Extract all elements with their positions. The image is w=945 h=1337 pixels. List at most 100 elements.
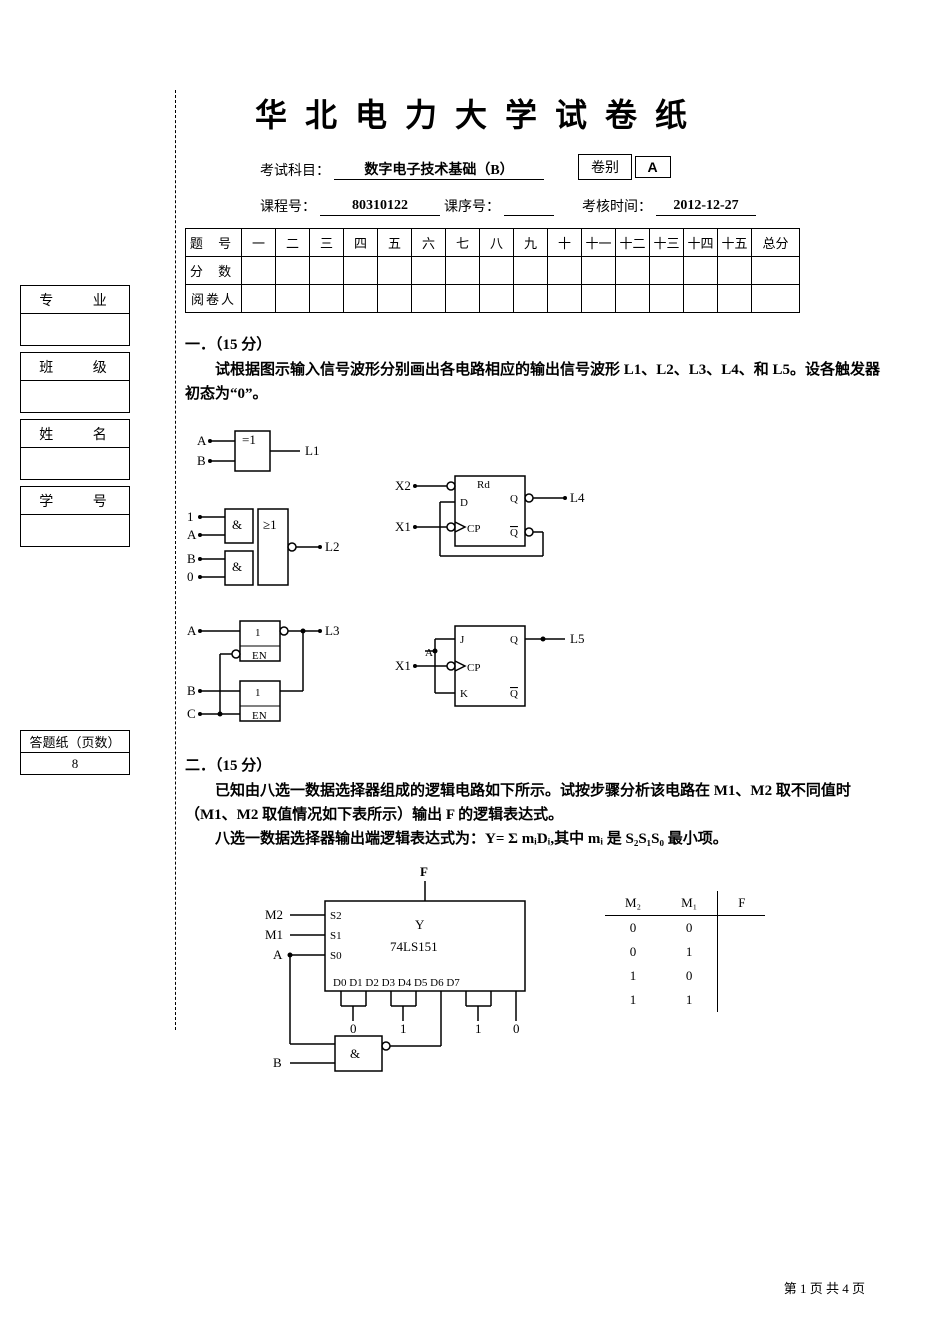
row-header: 题 号: [186, 229, 242, 257]
svg-text:1: 1: [187, 509, 194, 524]
svg-text:L4: L4: [570, 490, 585, 505]
svg-text:1: 1: [255, 687, 261, 699]
q2-diagram: F Y 74LS151 S2 S1 S0 M2 M1 A D0 D1 D2 D3…: [185, 861, 890, 1121]
q2-body2: 八选一数据选择器输出端逻辑表达式为：Y= Σ mᵢDᵢ,其中 mᵢ 是 S₂S₁…: [185, 827, 890, 851]
subject-value: 数字电子技术基础（B）: [334, 159, 544, 180]
paper-type-value: A: [635, 156, 671, 178]
svg-text:A: A: [187, 623, 197, 638]
score-row-grader: 阅卷人: [186, 285, 800, 313]
svg-text:Q: Q: [510, 493, 518, 505]
q2-heading: 二．（15 分）: [185, 754, 890, 775]
svg-text:X1: X1: [395, 658, 411, 673]
circuit-l4: Rd X2 D X1 CP Q L4 Q: [385, 466, 615, 566]
paper-type-label: 卷别: [578, 154, 632, 180]
truth-h-m2: M₂: [605, 891, 661, 916]
mux-circuit: F Y 74LS151 S2 S1 S0 M2 M1 A D0 D1 D2 D3…: [235, 861, 615, 1121]
exam-time-label: 考核时间：: [582, 200, 652, 215]
svg-text:L3: L3: [325, 623, 339, 638]
circuit-l5: J K CP X1 A Q L5 Q: [385, 621, 615, 731]
course-no-value: 80310122: [320, 198, 440, 216]
score-row-points: 分 数: [186, 257, 800, 285]
q1-circuits: =1 A B L1 & & ≥1: [185, 416, 890, 736]
circuit-l1: =1 A B L1: [195, 421, 355, 491]
answer-sheet-value: 8: [21, 753, 130, 775]
paper-type-box: 卷别 A: [578, 154, 671, 180]
svg-text:1: 1: [400, 1021, 407, 1036]
svg-text:1: 1: [255, 627, 261, 639]
course-seq-value: [504, 198, 554, 216]
page-footer: 第 1 页 共 4 页: [784, 1278, 865, 1297]
course-no-label: 课程号：: [260, 200, 316, 215]
svg-text:0: 0: [350, 1021, 357, 1036]
exam-page: 华北电力大学试卷纸 考试科目： 数字电子技术基础（B） 卷别 A 课程号： 80…: [70, 90, 890, 1139]
svg-text:A: A: [425, 647, 433, 659]
q1-body: 试根据图示输入信号波形分别画出各电路相应的输出信号波形 L1、L2、L3、L4、…: [185, 358, 890, 406]
question-1: 一．（15 分） 试根据图示输入信号波形分别画出各电路相应的输出信号波形 L1、…: [185, 333, 890, 736]
svg-text:CP: CP: [467, 662, 480, 674]
truth-table: M₂ M₁ F 00 01 10 11: [605, 891, 765, 1012]
svg-text:L5: L5: [570, 631, 584, 646]
svg-text:0: 0: [513, 1021, 520, 1036]
answer-sheet-box: 答题纸（页数） 8: [20, 730, 130, 775]
score-table: 题 号 一 二 三 四 五 六 七 八 九 十 十一 十二 十三 十四 十五 总…: [185, 228, 800, 313]
svg-text:B: B: [273, 1055, 282, 1070]
q2-body1: 已知由八选一数据选择器组成的逻辑电路如下所示。试按步骤分析该电路在 M1、M2 …: [185, 779, 890, 827]
svg-text:D0 D1 D2 D3 D4 D5 D6 D7: D0 D1 D2 D3 D4 D5 D6 D7: [333, 977, 460, 989]
svg-text:A: A: [273, 947, 283, 962]
svg-text:Rd: Rd: [477, 479, 490, 491]
truth-h-m1: M₁: [661, 891, 718, 916]
sidebar-major: 专 业: [21, 286, 130, 314]
svg-text:EN: EN: [252, 710, 267, 722]
svg-text:X1: X1: [395, 519, 411, 534]
exam-time-value: 2012-12-27: [656, 198, 756, 216]
svg-text:B: B: [187, 551, 196, 566]
svg-text:S1: S1: [330, 930, 342, 942]
svg-text:L2: L2: [325, 539, 339, 554]
svg-text:C: C: [187, 706, 196, 721]
svg-text:X2: X2: [395, 478, 411, 493]
svg-text:A: A: [197, 433, 207, 448]
subject-label: 考试科目：: [260, 164, 330, 179]
svg-text:&: &: [232, 517, 242, 532]
svg-text:M1: M1: [265, 927, 283, 942]
svg-text:L1: L1: [305, 443, 319, 458]
svg-text:1: 1: [475, 1021, 482, 1036]
svg-text:S2: S2: [330, 910, 342, 922]
question-2: 二．（15 分） 已知由八选一数据选择器组成的逻辑电路如下所示。试按步骤分析该电…: [185, 754, 890, 1121]
svg-text:&: &: [232, 559, 242, 574]
circuit-l2: & & ≥1 1 A B 0 L2: [185, 501, 385, 601]
dashed-divider: [175, 90, 176, 1030]
svg-text:B: B: [197, 453, 206, 468]
truth-h-f: F: [718, 891, 766, 916]
svg-text:M2: M2: [265, 907, 283, 922]
sidebar-id: 学 号: [21, 487, 130, 515]
svg-text:A: A: [187, 527, 197, 542]
svg-text:Q: Q: [510, 688, 518, 700]
svg-text:CP: CP: [467, 523, 480, 535]
svg-text:J: J: [460, 634, 465, 646]
meta-row-1: 考试科目： 数字电子技术基础（B） 卷别 A: [260, 154, 890, 180]
score-row-number: 题 号 一 二 三 四 五 六 七 八 九 十 十一 十二 十三 十四 十五 总…: [186, 229, 800, 257]
sidebar: 专 业 班 级 姓 名 学 号: [20, 285, 140, 553]
svg-text:Y: Y: [415, 917, 425, 932]
sidebar-name: 姓 名: [21, 420, 130, 448]
svg-text:EN: EN: [252, 650, 267, 662]
q1-heading: 一．（15 分）: [185, 333, 890, 354]
svg-text:S0: S0: [330, 950, 342, 962]
sidebar-class: 班 级: [21, 353, 130, 381]
svg-text:K: K: [460, 688, 468, 700]
svg-text:≥1: ≥1: [263, 517, 277, 532]
svg-text:D: D: [460, 497, 468, 509]
circuit-l3: 1 EN A L3 1 EN B C: [185, 616, 385, 736]
svg-text:Q: Q: [510, 634, 518, 646]
svg-text:=1: =1: [242, 432, 256, 447]
svg-text:0: 0: [187, 569, 194, 584]
main-title: 华北电力大学试卷纸: [70, 90, 890, 136]
svg-text:74LS151: 74LS151: [390, 939, 438, 954]
course-seq-label: 课序号：: [444, 200, 500, 215]
answer-sheet-label: 答题纸（页数）: [21, 731, 130, 753]
meta-row-2: 课程号： 80310122 课序号： 考核时间： 2012-12-27: [260, 196, 890, 216]
content-area: 一．（15 分） 试根据图示输入信号波形分别画出各电路相应的输出信号波形 L1、…: [185, 333, 890, 1121]
svg-text:F: F: [420, 864, 428, 879]
svg-text:Q: Q: [510, 527, 518, 539]
